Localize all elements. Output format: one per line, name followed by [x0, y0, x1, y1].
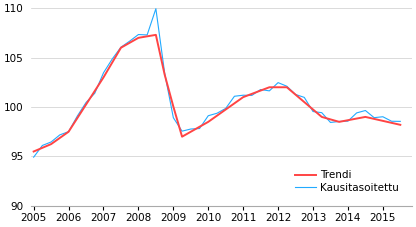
Kausitasoitettu — [110, 58, 115, 60]
Kausitasoitettu — [328, 121, 333, 124]
Kausitasoitettu — [75, 115, 80, 117]
Kausitasoitettu — [162, 71, 167, 74]
Kausitasoitettu — [345, 120, 350, 123]
Trendi — [31, 150, 36, 153]
Trendi — [284, 86, 289, 89]
Trendi — [241, 96, 246, 99]
Kausitasoitettu — [145, 34, 150, 36]
Kausitasoitettu — [49, 141, 54, 143]
Line: Kausitasoitettu: Kausitasoitettu — [34, 9, 400, 157]
Kausitasoitettu — [250, 94, 255, 97]
Trendi — [171, 105, 176, 108]
Trendi — [275, 86, 280, 89]
Kausitasoitettu — [127, 40, 132, 42]
Trendi — [389, 121, 394, 124]
Kausitasoitettu — [119, 46, 124, 49]
Trendi — [145, 35, 150, 38]
Kausitasoitettu — [154, 7, 158, 10]
Kausitasoitettu — [275, 81, 280, 84]
Kausitasoitettu — [241, 94, 246, 96]
Kausitasoitettu — [284, 85, 289, 88]
Trendi — [258, 89, 263, 92]
Kausitasoitettu — [371, 116, 376, 119]
Kausitasoitettu — [197, 127, 202, 130]
Kausitasoitettu — [232, 95, 237, 98]
Legend: Trendi, Kausitasoitettu: Trendi, Kausitasoitettu — [291, 166, 403, 197]
Line: Trendi: Trendi — [34, 35, 400, 151]
Kausitasoitettu — [354, 111, 359, 114]
Trendi — [40, 146, 45, 149]
Trendi — [337, 121, 342, 123]
Kausitasoitettu — [92, 92, 97, 95]
Kausitasoitettu — [188, 128, 193, 130]
Trendi — [302, 101, 307, 104]
Trendi — [363, 116, 368, 118]
Kausitasoitettu — [206, 114, 211, 117]
Trendi — [57, 137, 62, 139]
Kausitasoitettu — [101, 72, 106, 74]
Trendi — [223, 108, 228, 111]
Trendi — [92, 90, 97, 92]
Kausitasoitettu — [293, 93, 298, 96]
Trendi — [398, 123, 403, 126]
Trendi — [162, 73, 167, 76]
Trendi — [310, 108, 315, 111]
Kausitasoitettu — [171, 116, 176, 119]
Trendi — [328, 118, 333, 121]
Trendi — [136, 37, 141, 39]
Kausitasoitettu — [31, 156, 36, 158]
Trendi — [206, 121, 211, 123]
Kausitasoitettu — [267, 89, 272, 92]
Trendi — [293, 93, 298, 96]
Kausitasoitettu — [84, 101, 89, 104]
Trendi — [66, 130, 71, 133]
Trendi — [197, 126, 202, 128]
Trendi — [319, 116, 324, 118]
Trendi — [110, 61, 115, 64]
Trendi — [180, 135, 185, 138]
Kausitasoitettu — [380, 115, 385, 118]
Trendi — [75, 117, 80, 119]
Trendi — [345, 119, 350, 122]
Trendi — [119, 46, 124, 49]
Kausitasoitettu — [57, 133, 62, 136]
Trendi — [371, 118, 376, 120]
Kausitasoitettu — [319, 111, 324, 114]
Trendi — [215, 114, 220, 117]
Kausitasoitettu — [310, 110, 315, 113]
Kausitasoitettu — [180, 130, 185, 133]
Kausitasoitettu — [302, 96, 307, 99]
Trendi — [232, 102, 237, 105]
Kausitasoitettu — [363, 109, 368, 112]
Kausitasoitettu — [398, 120, 403, 123]
Trendi — [154, 34, 158, 36]
Trendi — [354, 117, 359, 120]
Trendi — [188, 130, 193, 133]
Trendi — [49, 143, 54, 146]
Kausitasoitettu — [337, 120, 342, 123]
Trendi — [101, 76, 106, 79]
Kausitasoitettu — [40, 144, 45, 147]
Trendi — [250, 92, 255, 95]
Trendi — [380, 119, 385, 122]
Trendi — [267, 86, 272, 89]
Trendi — [84, 103, 89, 106]
Kausitasoitettu — [258, 88, 263, 91]
Kausitasoitettu — [389, 120, 394, 123]
Kausitasoitettu — [223, 107, 228, 110]
Kausitasoitettu — [215, 112, 220, 115]
Trendi — [127, 41, 132, 44]
Kausitasoitettu — [66, 130, 71, 133]
Kausitasoitettu — [136, 33, 141, 36]
